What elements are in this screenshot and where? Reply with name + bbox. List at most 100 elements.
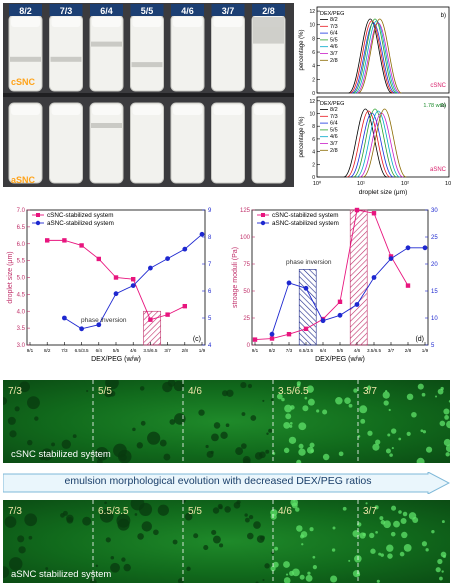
droplet — [439, 576, 443, 581]
droplet — [289, 422, 293, 425]
droplet — [105, 380, 119, 390]
droplet — [307, 571, 311, 575]
droplet — [246, 532, 254, 540]
droplet — [140, 420, 146, 426]
data-point — [165, 256, 171, 261]
vial-cap — [92, 17, 121, 27]
chart-xlabel: DEX/PEG (w/w) — [315, 356, 365, 363]
droplet — [437, 558, 443, 565]
droplet — [420, 429, 424, 433]
vial-phase-line — [91, 123, 122, 128]
droplet — [322, 409, 328, 415]
droplet — [262, 578, 265, 582]
droplet — [299, 574, 305, 580]
droplet — [348, 559, 351, 562]
droplet — [390, 428, 397, 434]
dist-legend-label: 6/4 — [330, 31, 338, 37]
droplet — [244, 517, 250, 523]
micro-label: 3.5/6.5 — [278, 386, 309, 397]
data-point — [165, 312, 170, 317]
ytick-label: 75 — [243, 262, 250, 268]
photo-divider — [3, 93, 294, 97]
droplet — [342, 506, 347, 511]
dist-xlabel: droplet size (μm) — [359, 189, 408, 196]
droplet — [40, 448, 53, 461]
droplet — [95, 564, 99, 568]
droplet — [241, 412, 246, 416]
dist-ytick-label: 0 — [312, 91, 315, 97]
droplet — [425, 446, 433, 453]
droplet — [288, 436, 297, 445]
droplet — [421, 392, 426, 397]
legend-label: aSNC-stabilized system — [272, 220, 339, 227]
droplet — [7, 416, 16, 425]
micrograph-asnc-drawing: 7/3 6.5/3.5 5/5 4/6 3/7 aSNC stabilized syste… — [3, 500, 447, 583]
dist-ylabel: percentage (%) — [299, 29, 305, 70]
dist-legend-label: 4/6 — [330, 44, 338, 50]
droplet — [189, 510, 193, 514]
dist-legend-label: 8/2 — [330, 17, 338, 23]
droplet — [366, 386, 371, 391]
xtick-label: 6/4 — [320, 348, 327, 353]
y2tick-label: 6 — [208, 289, 212, 295]
micro-label: 3/7 — [363, 386, 377, 397]
ytick-label: 25 — [243, 316, 250, 322]
droplet — [172, 539, 178, 545]
morphology-banner: emulsion morphological evolution with de… — [2, 471, 451, 495]
droplet — [421, 541, 428, 547]
chart-ylabel: droplet size (μm) — [7, 251, 14, 303]
dist-ytick-label: 12 — [309, 9, 315, 15]
droplet — [212, 507, 220, 514]
series-line — [254, 209, 409, 341]
y2tick-label: 4 — [208, 343, 212, 349]
dist-legend-label: 6/4 — [330, 121, 338, 127]
droplet — [283, 421, 291, 429]
xtick-label: 4/6 — [130, 348, 137, 353]
droplet — [276, 393, 283, 400]
y2tick-label: 15 — [431, 289, 438, 295]
droplet — [95, 446, 109, 461]
dist-ytick-label: 6 — [312, 50, 315, 56]
droplet — [289, 570, 295, 576]
data-point — [199, 231, 205, 237]
data-point — [113, 291, 119, 297]
data-point — [405, 245, 411, 251]
droplet — [159, 439, 167, 447]
droplet — [295, 507, 300, 512]
droplet — [130, 500, 145, 511]
droplet — [105, 537, 111, 543]
dist-ytick-label: 2 — [312, 162, 315, 168]
droplet — [104, 501, 107, 505]
droplet — [406, 431, 411, 436]
droplet — [147, 431, 161, 445]
dist-legend-title: DEX/PEG — [320, 101, 344, 107]
droplet — [9, 557, 23, 571]
dist-ytick-label: 2 — [312, 77, 315, 83]
droplet — [367, 430, 373, 436]
dist-legend-label: 2/8 — [330, 148, 338, 154]
vial-cap — [92, 105, 121, 115]
droplet — [416, 457, 425, 463]
droplet — [425, 548, 429, 552]
droplet — [51, 442, 55, 447]
micro-label: 4/6 — [188, 386, 202, 397]
droplet — [446, 420, 450, 429]
vial-cap — [213, 105, 243, 115]
vial-cap — [173, 17, 202, 27]
vial-label: 2/8 — [262, 6, 275, 16]
dist-ytick-label: 10 — [309, 112, 315, 118]
data-point — [62, 315, 67, 321]
micro-label: 5/5 — [188, 506, 202, 517]
droplet — [157, 504, 169, 516]
xtick-label: 3.5/6.5 — [143, 348, 157, 353]
droplet — [222, 390, 228, 397]
droplet — [134, 513, 138, 516]
droplet — [362, 532, 366, 537]
droplet — [291, 502, 298, 509]
droplet — [445, 444, 450, 453]
droplet — [296, 459, 302, 463]
droplet — [439, 420, 446, 427]
droplet — [99, 509, 114, 523]
droplet — [331, 548, 336, 552]
ytick-label: 125 — [240, 208, 251, 214]
